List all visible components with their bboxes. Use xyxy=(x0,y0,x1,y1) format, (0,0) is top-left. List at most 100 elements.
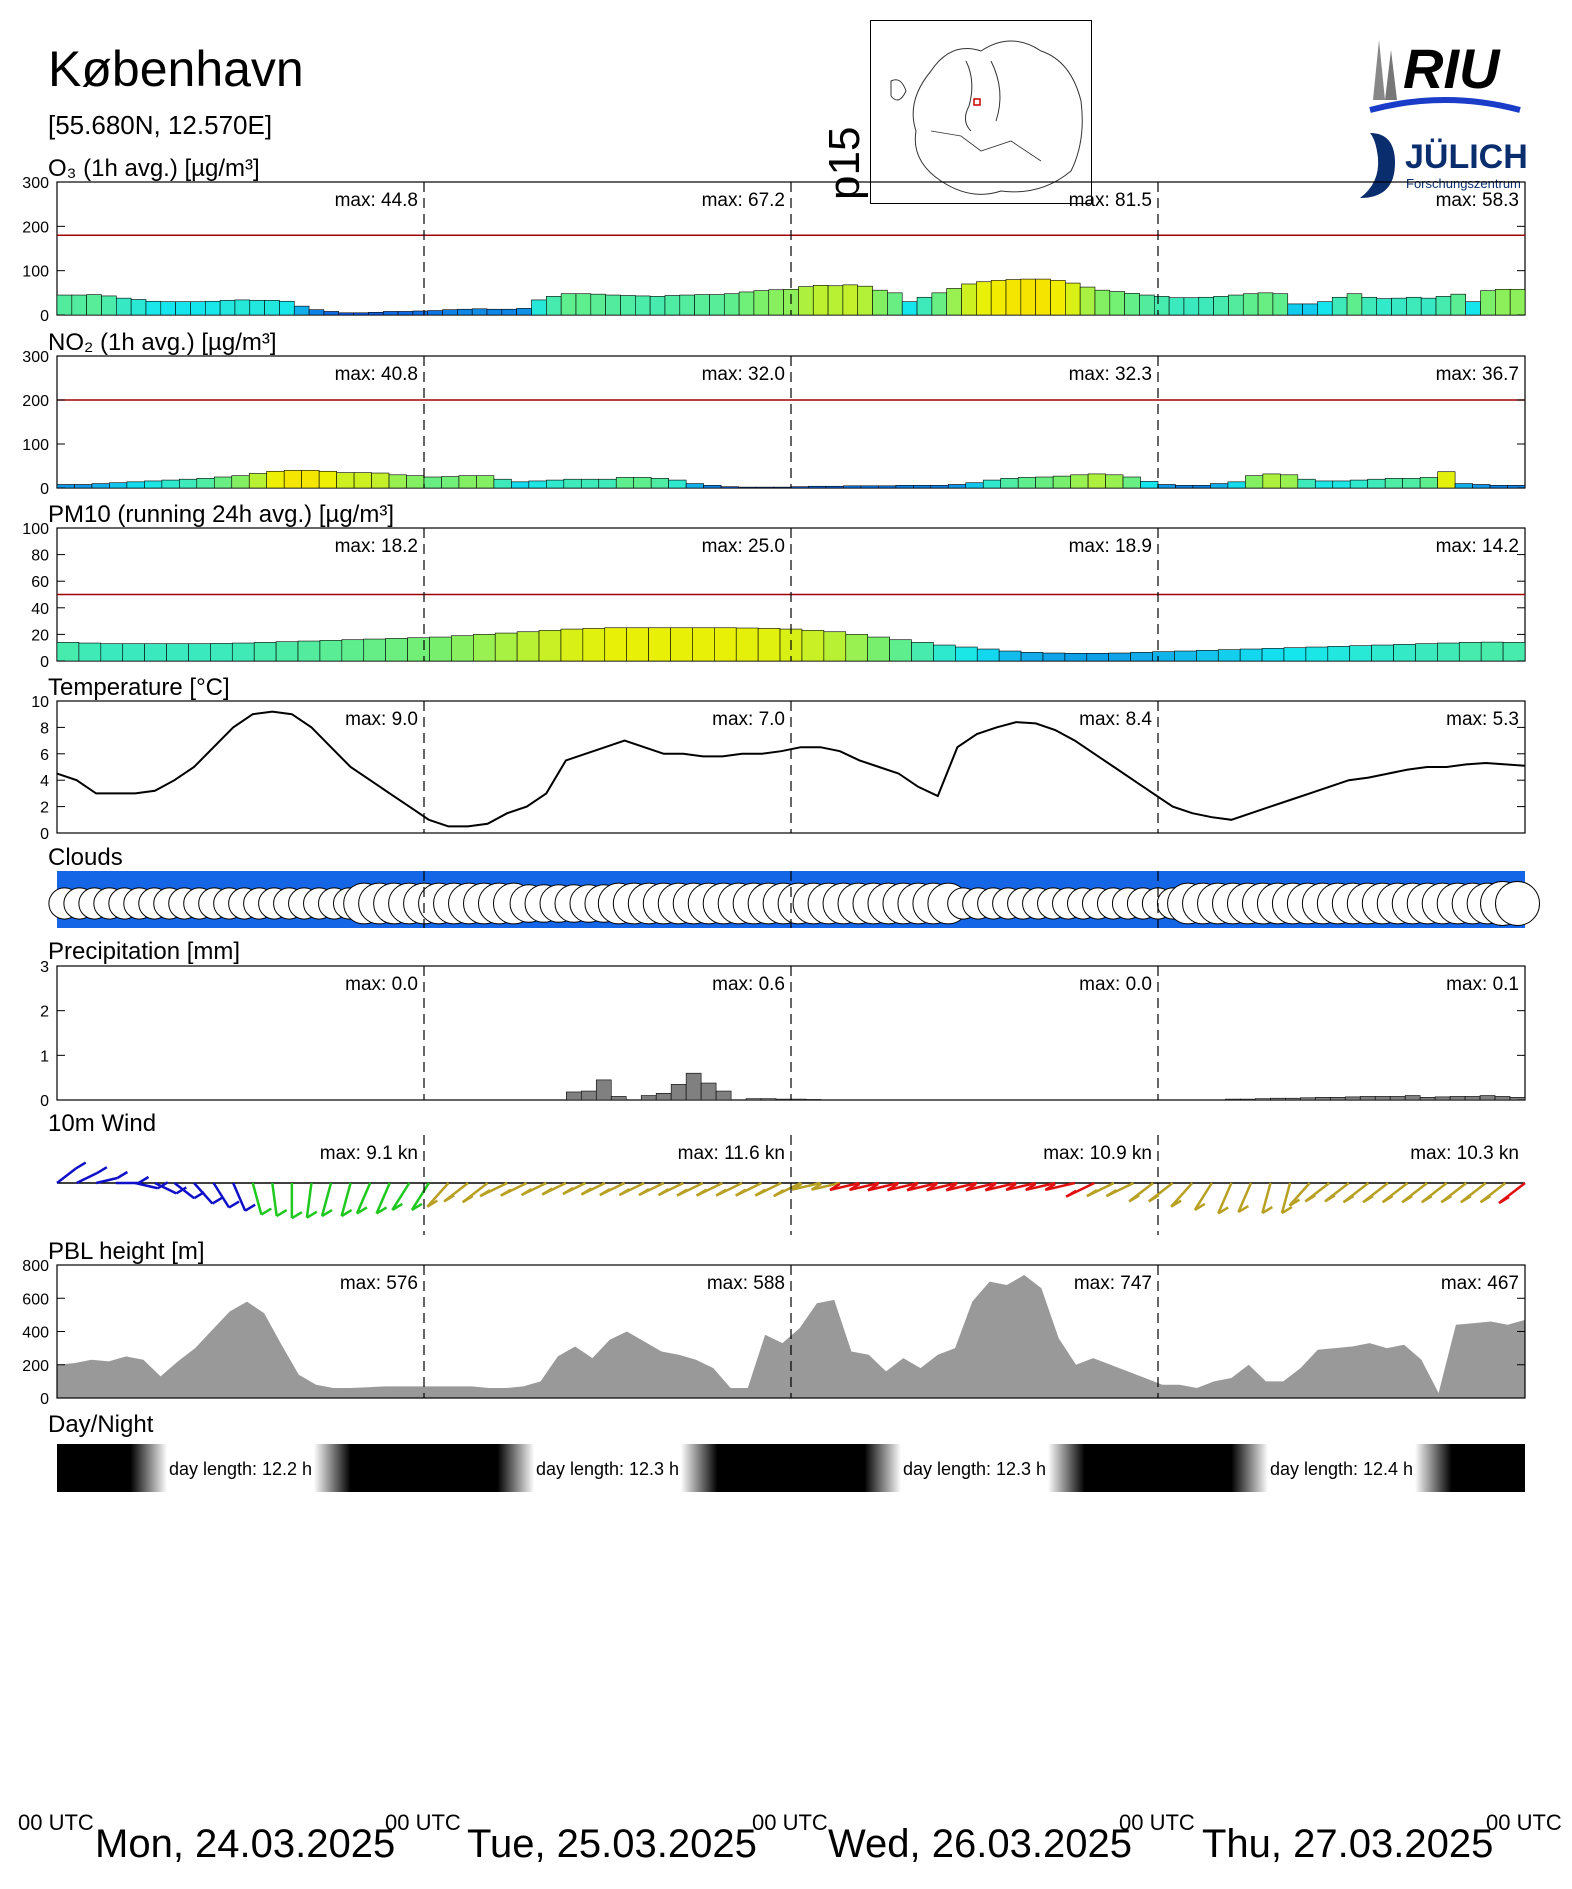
no2-bar xyxy=(668,479,687,489)
pbl-ytick-label: 0 xyxy=(40,1391,49,1408)
pm10-bar xyxy=(670,627,693,662)
no2-bar xyxy=(1262,473,1281,489)
pm10-ytick-label: 60 xyxy=(31,574,49,591)
precip-bar xyxy=(790,1098,807,1101)
wind-barb xyxy=(340,1182,352,1217)
utc-label-0: 00 UTC xyxy=(18,1810,94,1835)
o3-bar xyxy=(635,295,651,316)
no2-bar xyxy=(74,484,93,489)
wind-barb-flag xyxy=(541,1187,553,1196)
wind-barb-flag xyxy=(791,1182,803,1191)
no2-bar xyxy=(266,470,285,489)
precip-daily-max-label: max: 0.0 xyxy=(345,974,418,995)
no2-bar xyxy=(371,472,390,489)
daynight-day-band xyxy=(791,1444,1158,1492)
o3-bar xyxy=(1065,282,1081,316)
daynight-title: Day/Night xyxy=(48,1411,154,1438)
wind-barb-flag xyxy=(1281,1205,1293,1215)
wind-barb xyxy=(1170,1182,1194,1208)
o3-bar xyxy=(308,309,325,316)
pm10-bar xyxy=(429,636,452,662)
no2-bar xyxy=(650,478,669,489)
wind-barb-flag xyxy=(321,1209,333,1218)
o3-bar xyxy=(412,310,429,316)
pm10-bar xyxy=(626,627,649,662)
o3-bar xyxy=(1480,290,1496,316)
o3-bar xyxy=(1139,294,1155,316)
wind-barb-flag xyxy=(1237,1205,1250,1214)
pm10-bar xyxy=(1217,649,1241,662)
o3-bar xyxy=(1509,288,1526,316)
no2-bar xyxy=(1367,478,1386,489)
o3-bar xyxy=(279,300,295,316)
o3-bar xyxy=(486,308,503,316)
pm10-daily-max-label: max: 25.0 xyxy=(702,536,785,557)
o3-bar xyxy=(1020,278,1036,316)
pm10-bar xyxy=(1393,644,1416,662)
wind-barb-flag xyxy=(926,1183,938,1192)
o3-bar xyxy=(1495,288,1511,316)
o3-bar xyxy=(368,312,384,316)
day-label-wed: Wed, 26.03.2025 xyxy=(828,1822,1132,1866)
no2-bar xyxy=(1192,485,1211,489)
clouds-title: Clouds xyxy=(48,844,123,871)
wind-barb xyxy=(1044,1181,1076,1192)
o3-bar xyxy=(694,294,710,316)
no2-bar xyxy=(615,477,635,489)
wind-barb xyxy=(1237,1182,1253,1213)
o3-bar xyxy=(1287,303,1303,316)
wind-barb-flag xyxy=(244,1203,256,1212)
o3-title: O₃ (1h avg.) [µg/m³] xyxy=(48,155,260,182)
o3-bar xyxy=(931,292,947,316)
wind-barb-flag xyxy=(886,1183,899,1192)
daynight-day-band xyxy=(424,1444,791,1492)
pm10-bar xyxy=(319,640,343,662)
o3-bar xyxy=(1153,296,1170,316)
temperature-daily-max-label: max: 8.4 xyxy=(1079,709,1152,730)
temperature-daily-max-label: max: 9.0 xyxy=(345,709,418,730)
wind-barb xyxy=(1261,1182,1272,1214)
pbl-ytick-label: 800 xyxy=(22,1258,49,1275)
wind-barb-flag xyxy=(1044,1182,1056,1192)
precip-bar xyxy=(1389,1096,1406,1101)
pbl-daily-max-label: max: 747 xyxy=(1074,1273,1152,1294)
riu-logo: RIU xyxy=(1369,37,1521,113)
o3-ytick-label: 0 xyxy=(40,308,49,325)
temperature-ytick-label: 10 xyxy=(31,694,49,711)
pm10-bar xyxy=(801,630,825,662)
no2-bar xyxy=(773,486,792,489)
wind-barb xyxy=(76,1172,98,1185)
precip-bar xyxy=(1434,1096,1451,1101)
pm10-bar xyxy=(516,631,540,662)
o3-bar xyxy=(723,293,740,316)
wind-barb-flag xyxy=(1440,1195,1452,1204)
wind-barb-flag xyxy=(1086,1189,1098,1198)
o3-ytick-label: 100 xyxy=(22,264,49,281)
no2-bar xyxy=(860,485,879,489)
wind-barb-flag xyxy=(695,1188,708,1197)
no2-bar xyxy=(248,473,268,489)
o3-bar xyxy=(887,292,903,316)
wind-barb-flag xyxy=(291,1211,303,1220)
pm10-bar xyxy=(845,634,868,662)
pbl-ytick-label: 400 xyxy=(22,1325,49,1342)
no2-bar xyxy=(1332,480,1351,489)
pm10-bar xyxy=(1458,642,1482,662)
precip-bar xyxy=(1449,1096,1466,1101)
no2-bar xyxy=(109,482,128,489)
no2-title: NO₂ (1h avg.) [µg/m³] xyxy=(48,329,277,356)
pm10-bar xyxy=(1349,645,1372,662)
o3-bar xyxy=(649,296,666,316)
juelich-logo-text: JÜLICH xyxy=(1405,138,1528,176)
wind-barb-flag xyxy=(829,1182,841,1192)
wind-barb-flag xyxy=(1170,1199,1182,1208)
o3-bar xyxy=(990,280,1007,316)
no2-bar xyxy=(1087,473,1106,489)
o3-bar xyxy=(1079,286,1096,316)
no2-bar xyxy=(511,481,530,489)
wind-barb xyxy=(887,1181,919,1192)
o3-bar xyxy=(204,300,221,316)
pm10-daily-max-label: max: 18.9 xyxy=(1069,536,1152,557)
o3-bar xyxy=(546,296,562,316)
wind-barb-flag xyxy=(500,1188,512,1197)
